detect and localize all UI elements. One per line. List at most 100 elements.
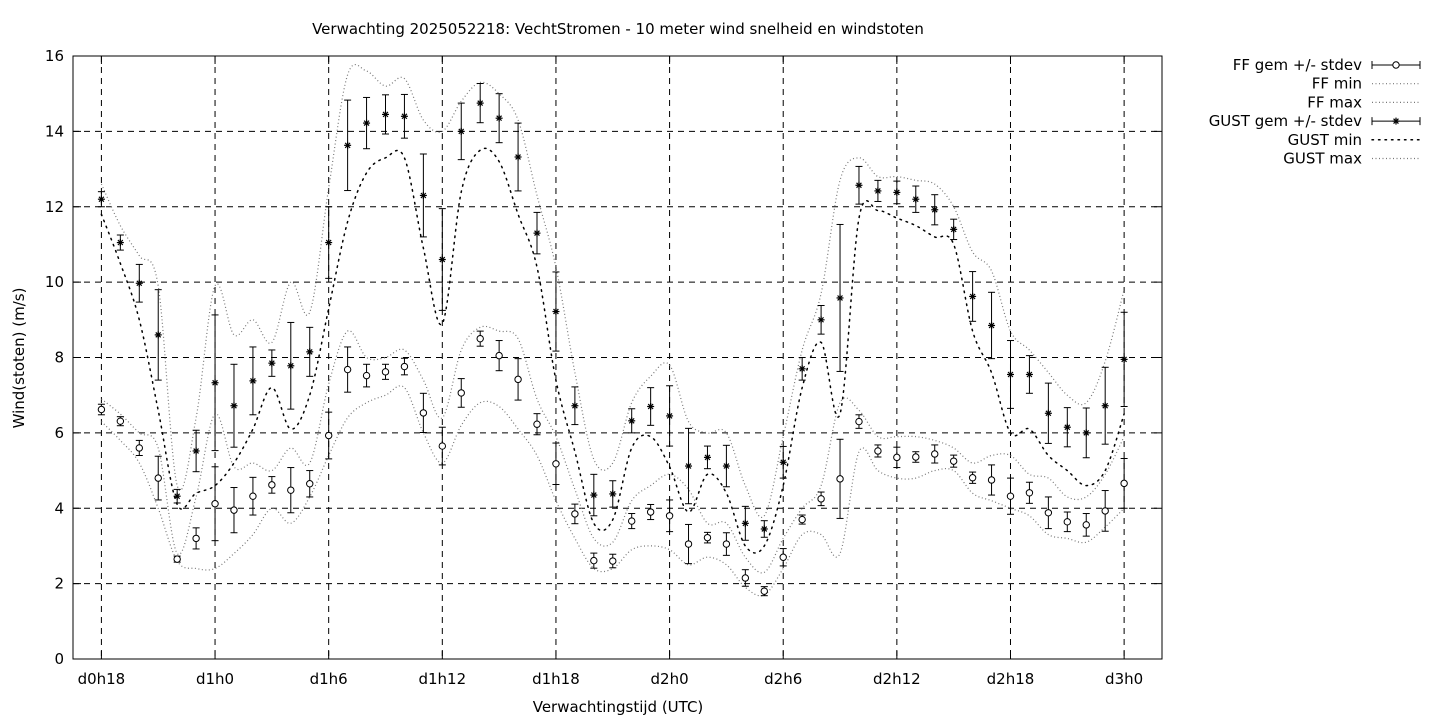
series-gust-errorbars xyxy=(97,83,1128,541)
gust-point xyxy=(211,314,219,452)
gust-point xyxy=(344,99,352,192)
ff-point xyxy=(874,444,882,458)
star-stroke xyxy=(1026,371,1033,378)
data-point xyxy=(362,371,371,380)
star-stroke xyxy=(799,365,806,372)
star-stroke xyxy=(250,377,256,384)
ff-point xyxy=(571,503,579,525)
ff-point xyxy=(893,446,901,469)
data-point xyxy=(779,553,787,561)
gust-point xyxy=(154,289,162,381)
data-point xyxy=(609,557,617,565)
series-gust-min xyxy=(100,147,1125,554)
series-ff-errorbars xyxy=(97,330,1128,597)
star-stroke xyxy=(742,520,749,527)
star-stroke xyxy=(572,402,578,409)
gust-point xyxy=(779,445,787,479)
ff-point xyxy=(1006,477,1015,515)
data-point xyxy=(343,365,352,374)
data-point xyxy=(590,556,598,565)
star-stroke xyxy=(287,362,294,369)
gust-point xyxy=(192,429,200,473)
y-tick-label: 14 xyxy=(45,122,64,140)
gust-point xyxy=(116,234,124,251)
data-point xyxy=(703,533,712,542)
gust-point xyxy=(760,520,768,538)
ff-point xyxy=(343,346,352,393)
ff-point xyxy=(116,416,125,427)
data-point xyxy=(192,534,200,543)
star-stroke xyxy=(496,115,503,122)
legend-label: FF max xyxy=(1307,93,1362,111)
data-point xyxy=(912,453,920,461)
star-stroke xyxy=(912,196,919,203)
gust-point xyxy=(741,505,749,541)
star-stroke xyxy=(685,463,692,469)
star-stroke xyxy=(856,182,862,189)
x-tick-label: d1h12 xyxy=(418,670,466,688)
ff-point xyxy=(1082,513,1090,537)
data-point xyxy=(798,515,806,524)
y-tick-label: 0 xyxy=(54,650,64,668)
star-stroke xyxy=(212,379,218,386)
data-point xyxy=(135,444,143,452)
gust-point xyxy=(798,357,806,381)
gust-point xyxy=(325,206,333,279)
star-stroke xyxy=(609,491,616,497)
star-stroke xyxy=(401,113,408,120)
ff-point xyxy=(324,411,333,460)
data-point xyxy=(628,517,636,525)
data-point xyxy=(1120,479,1128,488)
ff-point xyxy=(400,357,409,376)
data-point xyxy=(287,486,295,494)
star-stroke xyxy=(628,417,635,424)
x-tick-label: d1h6 xyxy=(310,670,348,688)
legend-label: FF gem +/- stdev xyxy=(1233,56,1362,74)
data-point xyxy=(684,540,693,548)
star-stroke xyxy=(1102,402,1109,409)
x-tick-label: d0h18 xyxy=(78,670,126,688)
star-stroke xyxy=(344,142,351,149)
data-point xyxy=(1063,518,1072,526)
gust-point xyxy=(836,223,844,372)
x-tick-label: d2h12 xyxy=(873,670,921,688)
star-stroke xyxy=(155,332,162,338)
star-stroke xyxy=(761,526,768,532)
y-tick-label: 12 xyxy=(45,198,64,216)
series-layer xyxy=(97,64,1128,597)
data-point xyxy=(495,351,503,360)
ff-point xyxy=(135,439,143,456)
data-point xyxy=(836,475,844,483)
data-point xyxy=(987,476,996,484)
gust-point xyxy=(514,122,522,192)
data-point xyxy=(949,457,958,465)
gust-point xyxy=(950,218,958,241)
star-stroke xyxy=(439,256,446,263)
ff-point xyxy=(514,358,522,401)
ff-point xyxy=(760,586,768,597)
ff-point xyxy=(741,569,750,587)
star-stroke xyxy=(458,128,465,135)
star-stroke xyxy=(420,192,427,199)
star-stroke xyxy=(1393,118,1399,124)
ff-point xyxy=(211,466,219,542)
legend-marker xyxy=(1392,61,1400,69)
data-point xyxy=(552,460,560,468)
gust-point xyxy=(533,211,541,255)
star-stroke xyxy=(174,493,181,500)
gust-point xyxy=(969,271,977,322)
ff-point xyxy=(968,471,977,484)
ff-point xyxy=(1101,490,1109,532)
star-stroke xyxy=(193,448,199,454)
star-stroke xyxy=(647,403,654,410)
gust-point xyxy=(306,326,314,377)
ff-point xyxy=(97,403,106,416)
ff-point xyxy=(609,553,617,569)
data-point xyxy=(760,587,768,595)
data-point xyxy=(116,417,125,425)
gust-point xyxy=(609,480,617,508)
x-tick-label: d2h6 xyxy=(764,670,802,688)
data-point xyxy=(306,480,314,488)
ff-point xyxy=(192,527,200,550)
